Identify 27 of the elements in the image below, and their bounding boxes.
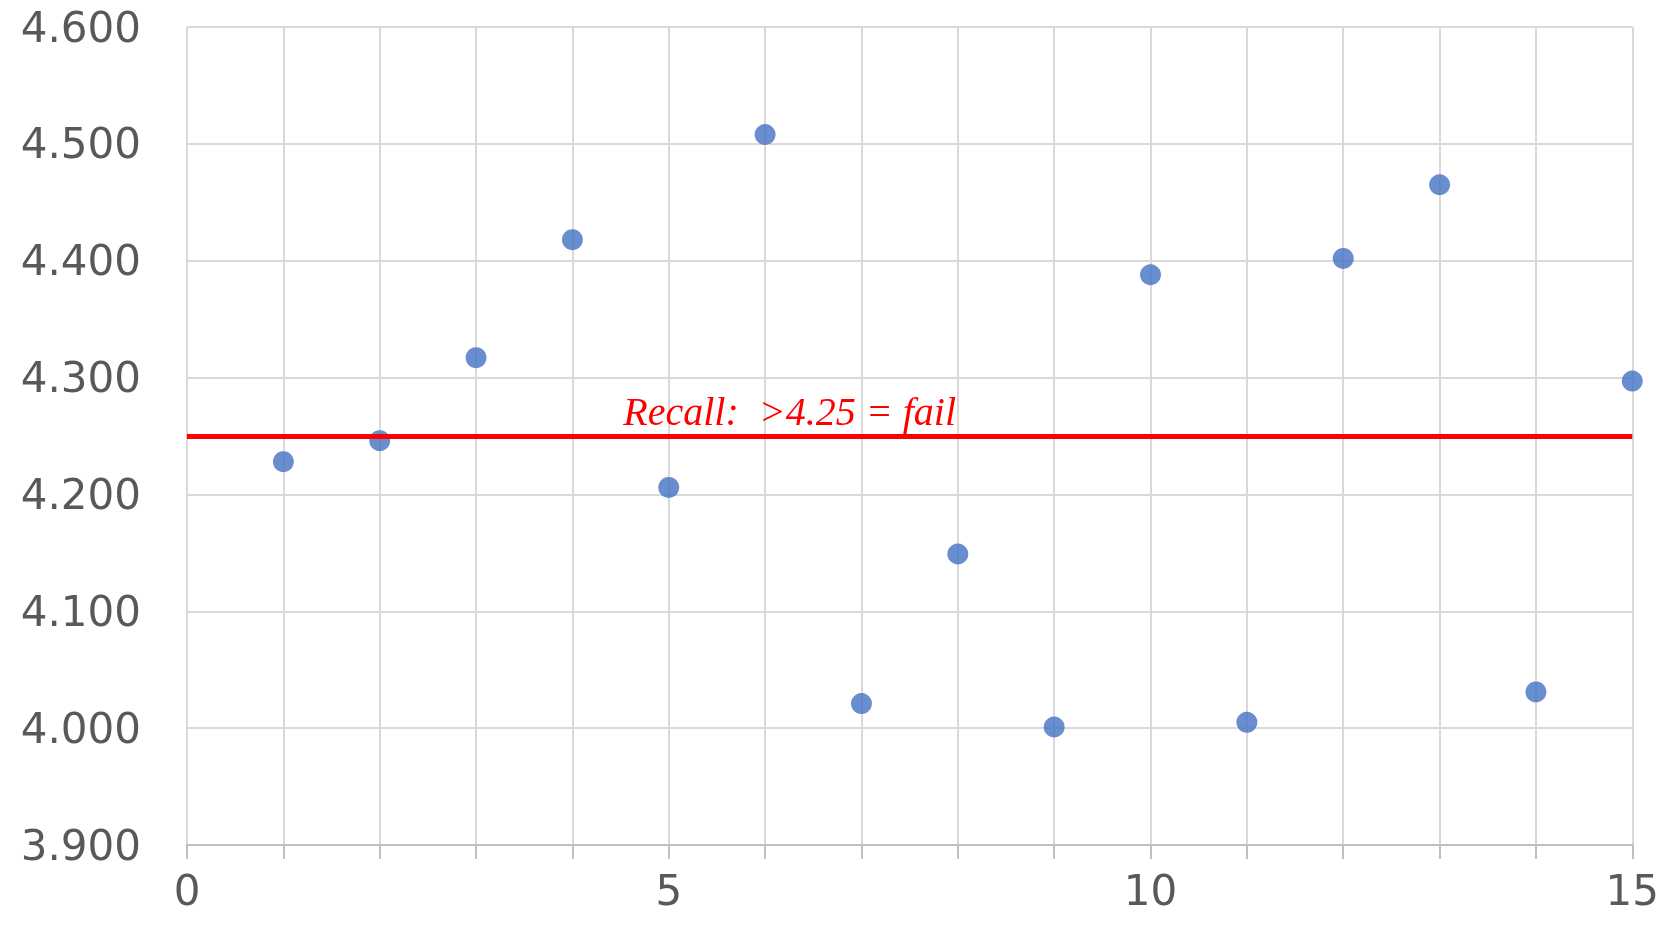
- y-tick-label: 4.200: [20, 469, 141, 519]
- y-tick-label: 3.900: [20, 820, 141, 870]
- y-tick-label: 4.600: [20, 2, 141, 52]
- ref-line-label: Recall: >4.25 = fail: [622, 388, 957, 434]
- point: [1525, 681, 1547, 703]
- y-tick-label: 4.400: [20, 236, 141, 286]
- point: [658, 476, 680, 498]
- x-tick-label: 10: [1123, 865, 1178, 915]
- point: [1429, 174, 1451, 196]
- point: [465, 347, 487, 369]
- x-tick-label: 5: [655, 865, 683, 915]
- point: [1621, 370, 1643, 392]
- point: [1236, 711, 1258, 733]
- point: [561, 229, 583, 251]
- point: [272, 451, 294, 473]
- y-tick-label: 4.100: [20, 586, 141, 636]
- y-tick-label: 4.000: [20, 703, 141, 753]
- point: [1332, 247, 1354, 269]
- x-tick-label: 0: [173, 865, 201, 915]
- point: [1043, 716, 1065, 738]
- point: [754, 124, 776, 145]
- point: [947, 543, 969, 565]
- point: [850, 693, 872, 715]
- x-tick-label: 15: [1605, 865, 1659, 915]
- y-tick-label: 4.500: [20, 119, 141, 169]
- y-tick-label: 4.300: [20, 353, 141, 403]
- point: [1140, 264, 1162, 286]
